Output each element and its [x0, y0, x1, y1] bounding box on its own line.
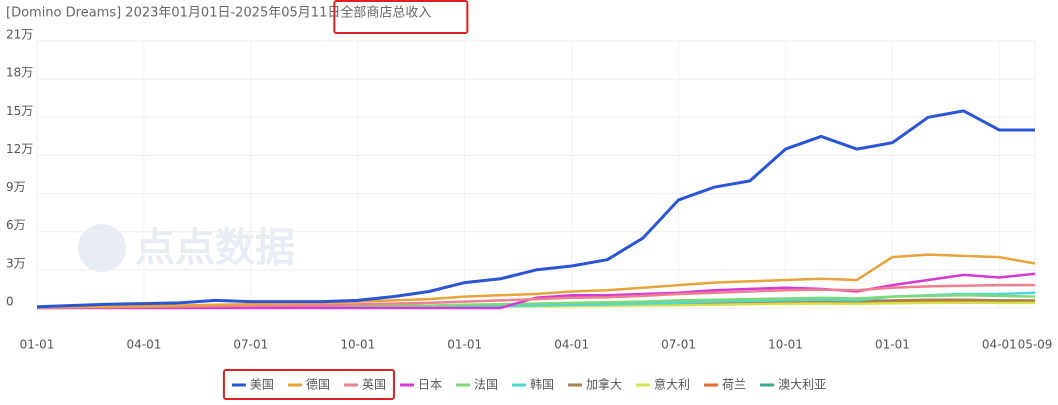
legend-label: 日本	[418, 378, 442, 392]
series-line	[36, 253, 1036, 309]
legend-label: 德国	[306, 377, 330, 392]
chart-subtitle: 全部商店总收入	[340, 5, 431, 21]
chart-title: [Domino Dreams] 2023年01月01日-2025年05月11日	[6, 6, 340, 21]
y-tick-label: 0	[6, 295, 14, 309]
y-tick-label: 6万	[6, 218, 26, 232]
y-tick-label: 3万	[6, 256, 26, 270]
series-line	[36, 109, 1035, 309]
legend-label: 韩国	[530, 377, 554, 392]
legend-label: 澳大利亚	[778, 378, 826, 392]
x-tick-label: 07-01	[233, 338, 268, 352]
legend-label: 意大利	[654, 377, 690, 392]
x-tick-label: 04-01	[982, 338, 1017, 352]
watermark: 点点数据	[135, 225, 295, 271]
x-tick-label: 07-01	[661, 338, 696, 352]
x-tick-label: 04-01	[126, 338, 161, 352]
watermark-logo	[78, 224, 126, 272]
legend-label: 加拿大	[586, 377, 622, 392]
x-tick-label: 05-09	[1018, 338, 1053, 352]
x-tick-label: 10-01	[768, 338, 803, 352]
y-tick-label: 21万	[6, 28, 33, 42]
y-tick-label: 15万	[6, 104, 33, 118]
x-tick-label: 01-01	[20, 338, 55, 352]
x-tick-label: 01-01	[875, 338, 910, 352]
x-tick-label: 10-01	[340, 338, 375, 352]
y-tick-label: 18万	[6, 66, 33, 80]
legend-label: 英国	[362, 378, 386, 392]
highlight-box	[222, 369, 395, 400]
y-tick-label: 12万	[6, 142, 33, 156]
legend-label: 荷兰	[722, 378, 746, 392]
x-tick-label: 01-01	[447, 338, 482, 352]
highlight-box	[333, 0, 469, 34]
y-tick-label: 9万	[6, 180, 26, 194]
x-tick-label: 04-01	[554, 338, 589, 352]
legend-label: 美国	[250, 378, 274, 392]
legend-label: 法国	[474, 378, 498, 392]
